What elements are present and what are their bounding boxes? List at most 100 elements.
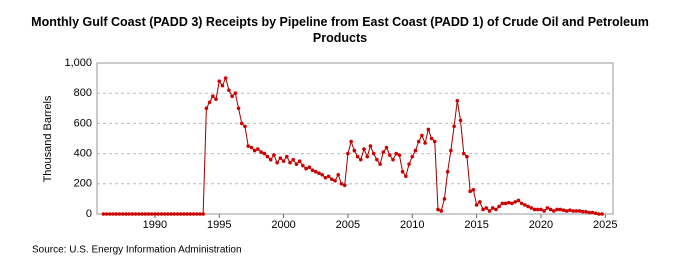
- data-point: [281, 159, 286, 163]
- data-point: [371, 151, 376, 156]
- data-point: [178, 212, 183, 216]
- x-tick-label: 2010: [400, 219, 424, 231]
- data-point: [349, 139, 353, 144]
- data-point: [275, 160, 279, 165]
- plot-border: [96, 62, 614, 215]
- data-point: [404, 174, 408, 179]
- data-point: [452, 124, 456, 129]
- data-point: [172, 212, 177, 216]
- data-point: [294, 162, 299, 166]
- data-point: [114, 212, 119, 216]
- data-point: [307, 165, 312, 169]
- data-point: [291, 157, 296, 162]
- data-point: [182, 212, 186, 216]
- data-point: [574, 209, 579, 213]
- data-point: [120, 212, 125, 216]
- data-point: [285, 154, 289, 159]
- y-tick-label: 600: [74, 117, 92, 129]
- data-point: [175, 212, 180, 216]
- data-point: [506, 200, 511, 205]
- data-point: [246, 144, 250, 148]
- y-tick-label: 0: [86, 208, 92, 220]
- data-point: [301, 163, 305, 168]
- data-point: [590, 210, 595, 215]
- data-point: [326, 174, 331, 179]
- data-point: [513, 200, 518, 204]
- data-point: [137, 212, 141, 216]
- data-point: [117, 212, 122, 216]
- data-point: [355, 154, 360, 159]
- data-point: [159, 212, 164, 216]
- x-tick-label: 2025: [593, 219, 617, 231]
- data-point: [185, 212, 189, 216]
- x-tick-label: 1990: [143, 219, 167, 231]
- data-point: [532, 207, 537, 212]
- data-point: [564, 209, 569, 213]
- data-point: [577, 209, 582, 213]
- data-point: [268, 157, 273, 162]
- data-point: [133, 212, 138, 216]
- chart-title: Monthly Gulf Coast (PADD 3) Receipts by …: [31, 15, 649, 45]
- data-point: [478, 200, 482, 204]
- data-point: [320, 172, 324, 177]
- data-point: [362, 147, 366, 151]
- data-point: [124, 212, 128, 216]
- x-tick-label: 2005: [336, 219, 360, 231]
- data-point: [194, 212, 199, 216]
- data-point: [384, 145, 389, 150]
- data-point: [140, 212, 144, 216]
- data-point: [169, 212, 173, 216]
- data-point: [233, 91, 238, 95]
- data-point: [423, 141, 427, 145]
- data-point: [500, 201, 505, 206]
- data-point: [429, 136, 434, 141]
- data-point: [413, 148, 418, 153]
- data-point: [153, 212, 157, 216]
- data-point: [249, 145, 254, 150]
- data-point: [236, 106, 241, 111]
- data-point: [420, 133, 424, 138]
- data-point: [397, 153, 402, 157]
- series-line: [103, 76, 603, 215]
- data-point: [458, 118, 463, 123]
- data-point: [330, 177, 334, 182]
- data-point: [165, 212, 170, 216]
- source: Source: U.S. Energy Information Administ…: [32, 245, 242, 256]
- data-point: [207, 100, 212, 105]
- y-tick-label: 1,000: [64, 57, 92, 69]
- data-point: [381, 150, 386, 154]
- data-point: [561, 208, 566, 213]
- data-point: [519, 201, 524, 206]
- data-point: [487, 209, 492, 213]
- data-point: [529, 206, 534, 210]
- data-point: [597, 212, 601, 216]
- data-point: [130, 212, 135, 216]
- data-point: [455, 98, 460, 103]
- y-tick-label: 200: [74, 178, 92, 190]
- data-point: [558, 207, 563, 212]
- data-point: [484, 206, 489, 210]
- data-point: [535, 207, 540, 212]
- data-point: [278, 156, 283, 160]
- data-point: [545, 206, 550, 210]
- data-point: [461, 151, 466, 156]
- data-point: [365, 154, 370, 159]
- data-point: [223, 76, 228, 80]
- data-point: [391, 157, 395, 162]
- data-point: [539, 207, 543, 212]
- data-point: [468, 189, 472, 194]
- data-point: [191, 212, 196, 216]
- data-point: [571, 209, 575, 213]
- data-point: [352, 148, 357, 153]
- y-axis-label: Thousand Barrels: [42, 95, 54, 182]
- data-point: [481, 207, 485, 212]
- data-point: [407, 162, 411, 166]
- data-point: [342, 183, 347, 188]
- data-point: [445, 169, 450, 174]
- data-point: [548, 207, 553, 212]
- data-point: [510, 201, 514, 206]
- data-point: [400, 169, 405, 174]
- data-point: [474, 203, 479, 207]
